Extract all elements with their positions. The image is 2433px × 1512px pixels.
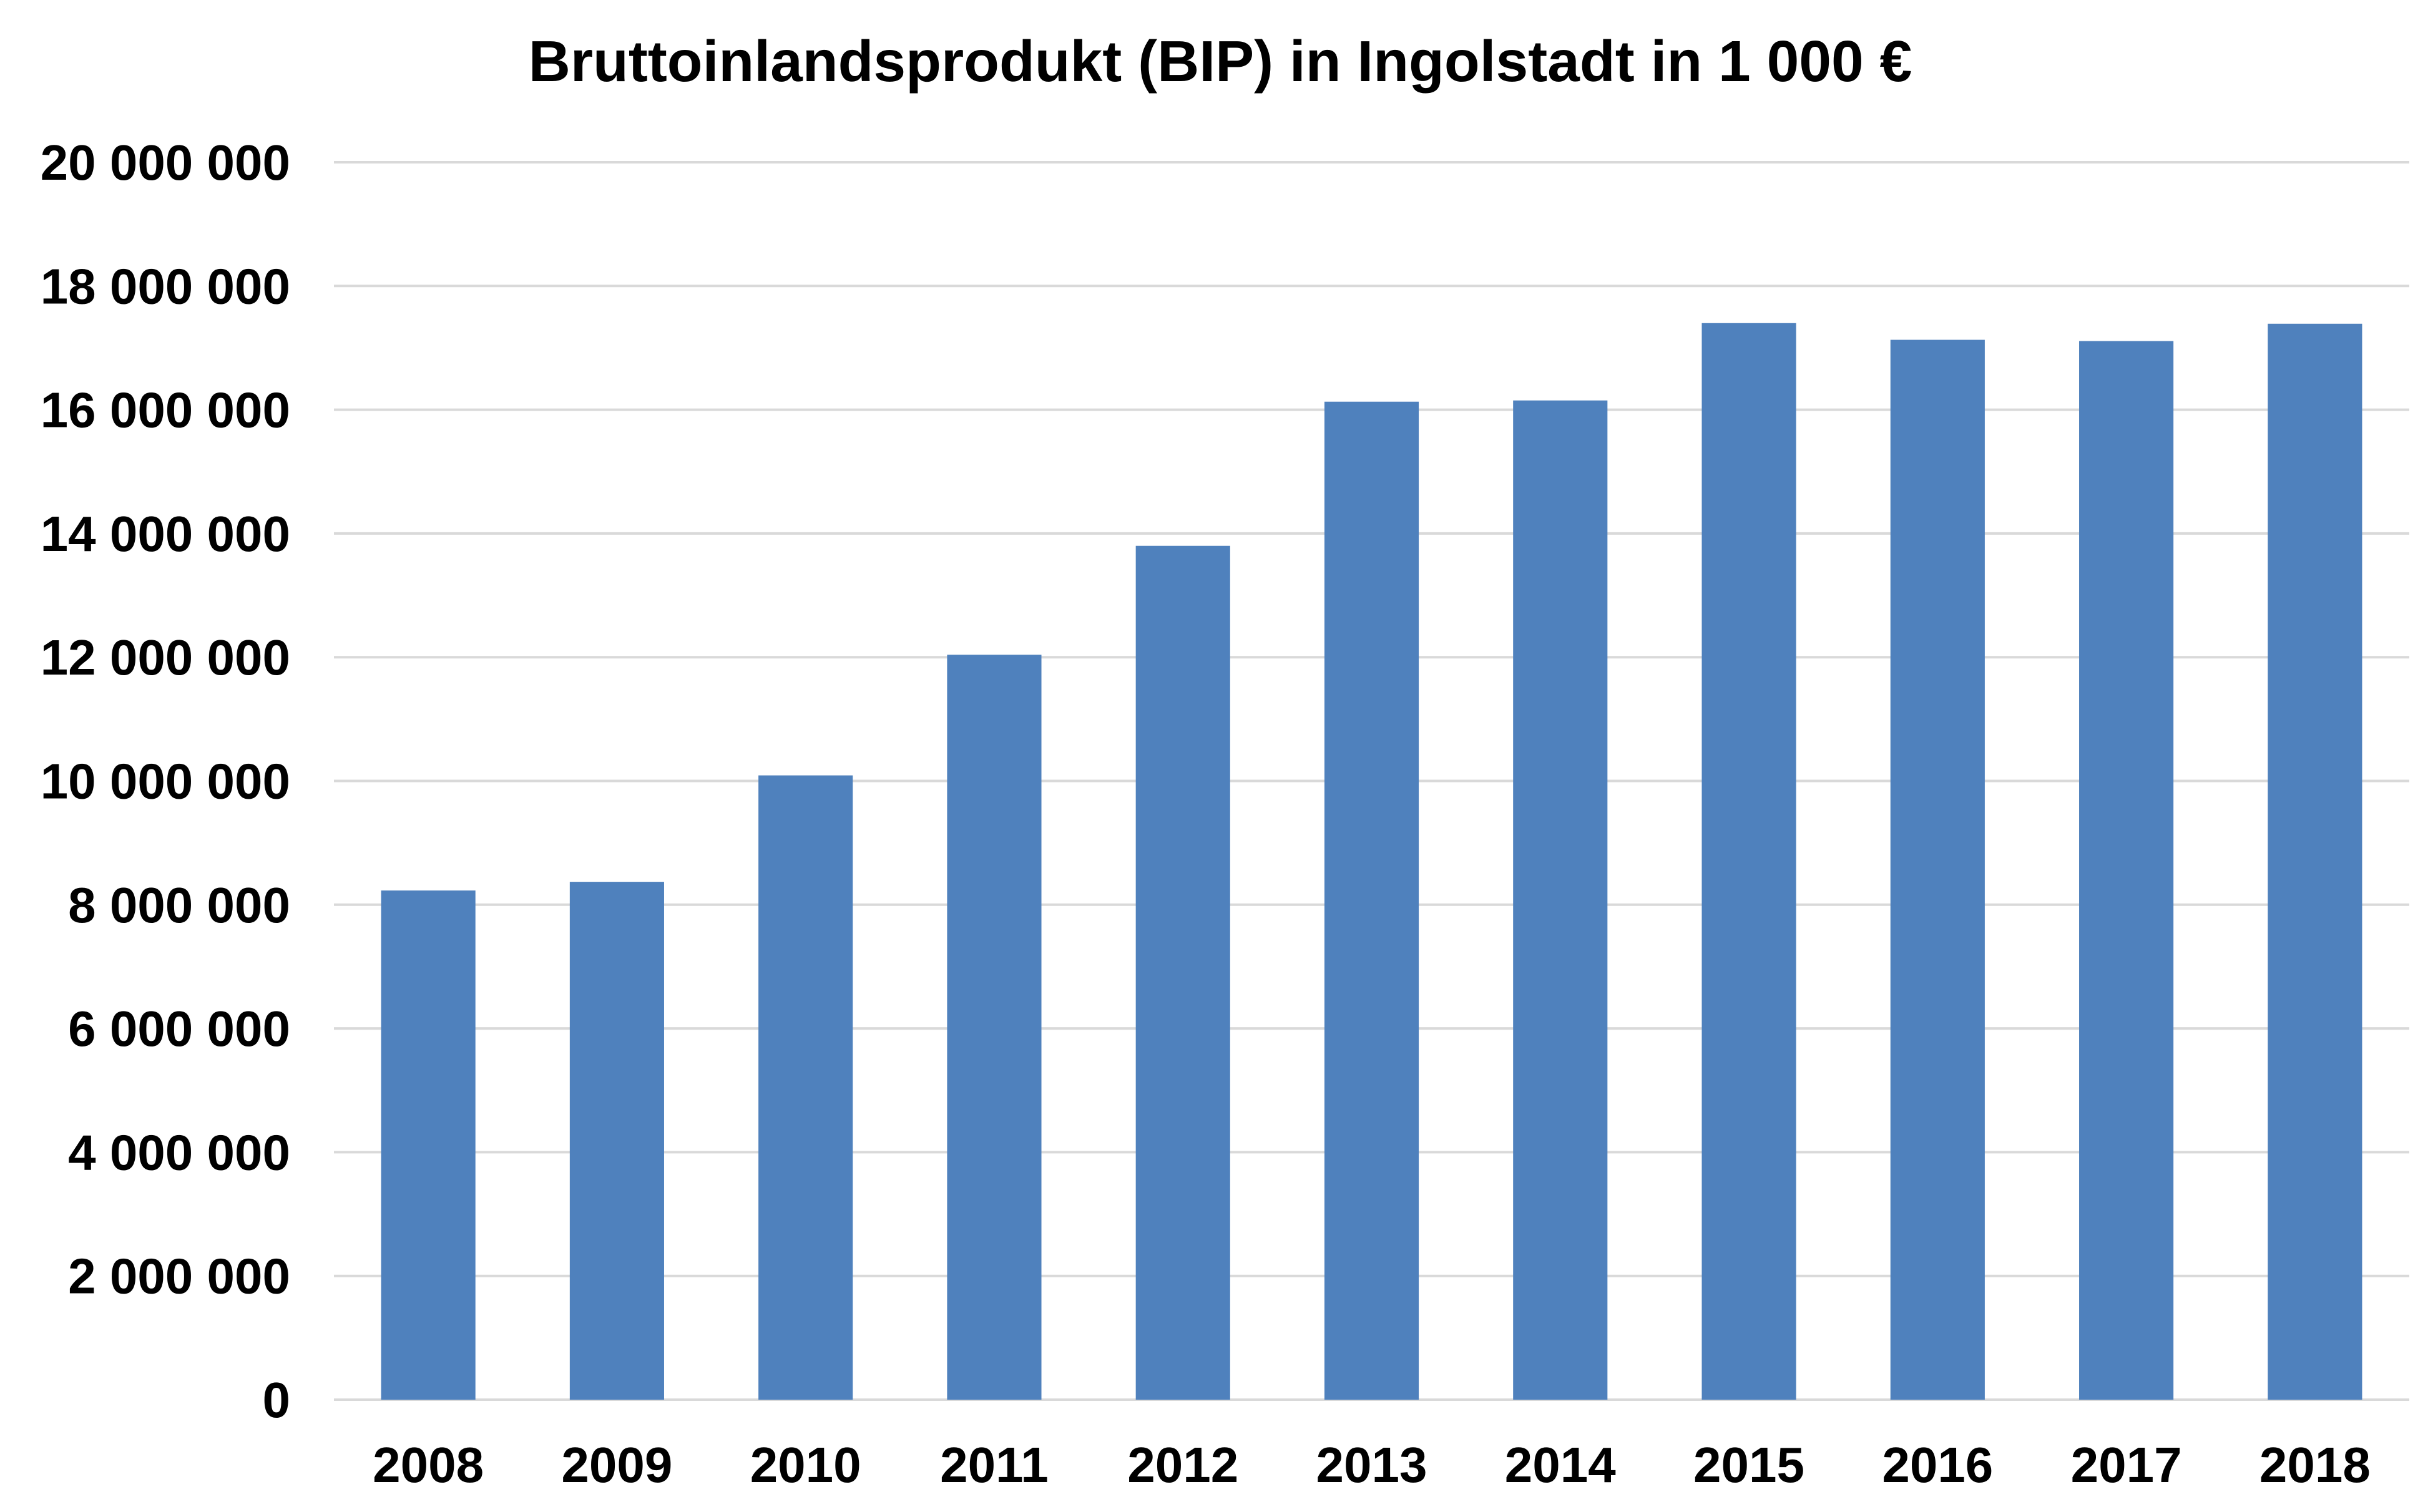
y-tick-label: 20 000 000 xyxy=(41,135,290,190)
y-tick-label: 2 000 000 xyxy=(68,1249,290,1304)
bar-2009 xyxy=(569,882,664,1400)
x-tick-label: 2018 xyxy=(2259,1437,2371,1493)
x-axis-tick-labels: 2008 2009 2010 2011 2012 2013 2014 2015 2016 2017… xyxy=(373,1437,2371,1493)
x-tick-label: 2013 xyxy=(1316,1437,1427,1493)
bar-2008 xyxy=(381,890,476,1400)
y-tick-label: 4 000 000 xyxy=(68,1124,290,1180)
bar-2016 xyxy=(1890,339,1985,1400)
bar-2014 xyxy=(1513,400,1608,1400)
y-tick-label: 16 000 000 xyxy=(41,383,290,438)
bar-2012 xyxy=(1135,545,1230,1400)
x-tick-label: 2010 xyxy=(750,1437,861,1493)
bar-2015 xyxy=(1701,323,1796,1400)
x-tick-label: 2012 xyxy=(1127,1437,1238,1493)
y-tick-label: 0 xyxy=(263,1372,291,1428)
bars xyxy=(381,323,2362,1400)
x-tick-label: 2017 xyxy=(2071,1437,2182,1493)
x-tick-label: 2014 xyxy=(1505,1437,1616,1493)
x-tick-label: 2009 xyxy=(561,1437,672,1493)
y-tick-label: 10 000 000 xyxy=(41,754,290,809)
x-tick-label: 2016 xyxy=(1882,1437,1993,1493)
chart-title: Bruttoinlandsprodukt (BIP) in Ingolstadt… xyxy=(529,29,1912,94)
y-tick-label: 8 000 000 xyxy=(68,877,290,933)
x-tick-label: 2008 xyxy=(373,1437,484,1493)
bar-2018 xyxy=(2268,323,2362,1400)
bar-2010 xyxy=(758,775,853,1400)
y-axis-tick-labels: 0 2 000 000 4 000 000 6 000 000 8 000 000 10 … xyxy=(41,135,290,1428)
bar-2011 xyxy=(947,655,1042,1400)
y-tick-label: 6 000 000 xyxy=(68,1001,290,1056)
bar-2017 xyxy=(2079,341,2174,1400)
y-tick-label: 18 000 000 xyxy=(41,258,290,314)
y-tick-label: 12 000 000 xyxy=(41,630,290,685)
x-tick-label: 2011 xyxy=(940,1437,1049,1493)
bar-2013 xyxy=(1324,401,1419,1400)
y-tick-label: 14 000 000 xyxy=(41,506,290,562)
x-tick-label: 2015 xyxy=(1693,1437,1804,1493)
